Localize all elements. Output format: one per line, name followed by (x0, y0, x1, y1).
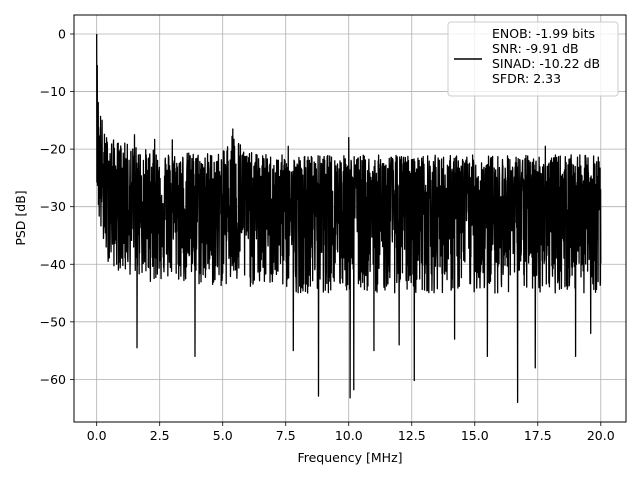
y-tick-label-3: −30 (40, 199, 66, 214)
x-axis-ticks: 0.0 2.5 5.0 7.5 10.0 12.5 15.0 17.5 20.0 (87, 422, 615, 443)
x-tick-label-2: 5.0 (213, 428, 233, 443)
x-tick-label-3: 7.5 (276, 428, 296, 443)
x-axis-label: Frequency [MHz] (297, 450, 402, 465)
y-axis-label: PSD [dB] (13, 190, 28, 245)
x-tick-label-6: 15.0 (461, 428, 489, 443)
y-axis-ticks: 0 −10 −20 −30 −40 −50 −60 (40, 26, 74, 387)
x-tick-label-8: 20.0 (587, 428, 615, 443)
y-tick-label-1: −10 (40, 84, 66, 99)
plot-clip (96, 33, 602, 404)
x-tick-label-0: 0.0 (87, 428, 107, 443)
legend-text-sfdr: SFDR: 2.33 (492, 71, 561, 86)
legend: ENOB: -1.99 bits SNR: -9.91 dB SINAD: -1… (447, 21, 619, 97)
legend-text-sinad: SINAD: -10.22 dB (492, 56, 600, 71)
x-tick-label-1: 2.5 (150, 428, 170, 443)
legend-box (447, 21, 619, 97)
legend-text-snr: SNR: -9.91 dB (492, 41, 579, 56)
x-tick-label-4: 10.0 (335, 428, 363, 443)
y-tick-label-2: −20 (40, 142, 66, 157)
y-tick-label-6: −60 (40, 372, 66, 387)
y-tick-label-4: −40 (40, 257, 66, 272)
y-tick-label-0: 0 (58, 26, 66, 41)
psd-series-line (96, 33, 602, 404)
x-tick-label-7: 17.5 (524, 428, 552, 443)
y-tick-label-5: −50 (40, 314, 66, 329)
legend-text-enob: ENOB: -1.99 bits (492, 26, 595, 41)
plot-frame (73, 14, 627, 423)
x-tick-label-5: 12.5 (398, 428, 426, 443)
